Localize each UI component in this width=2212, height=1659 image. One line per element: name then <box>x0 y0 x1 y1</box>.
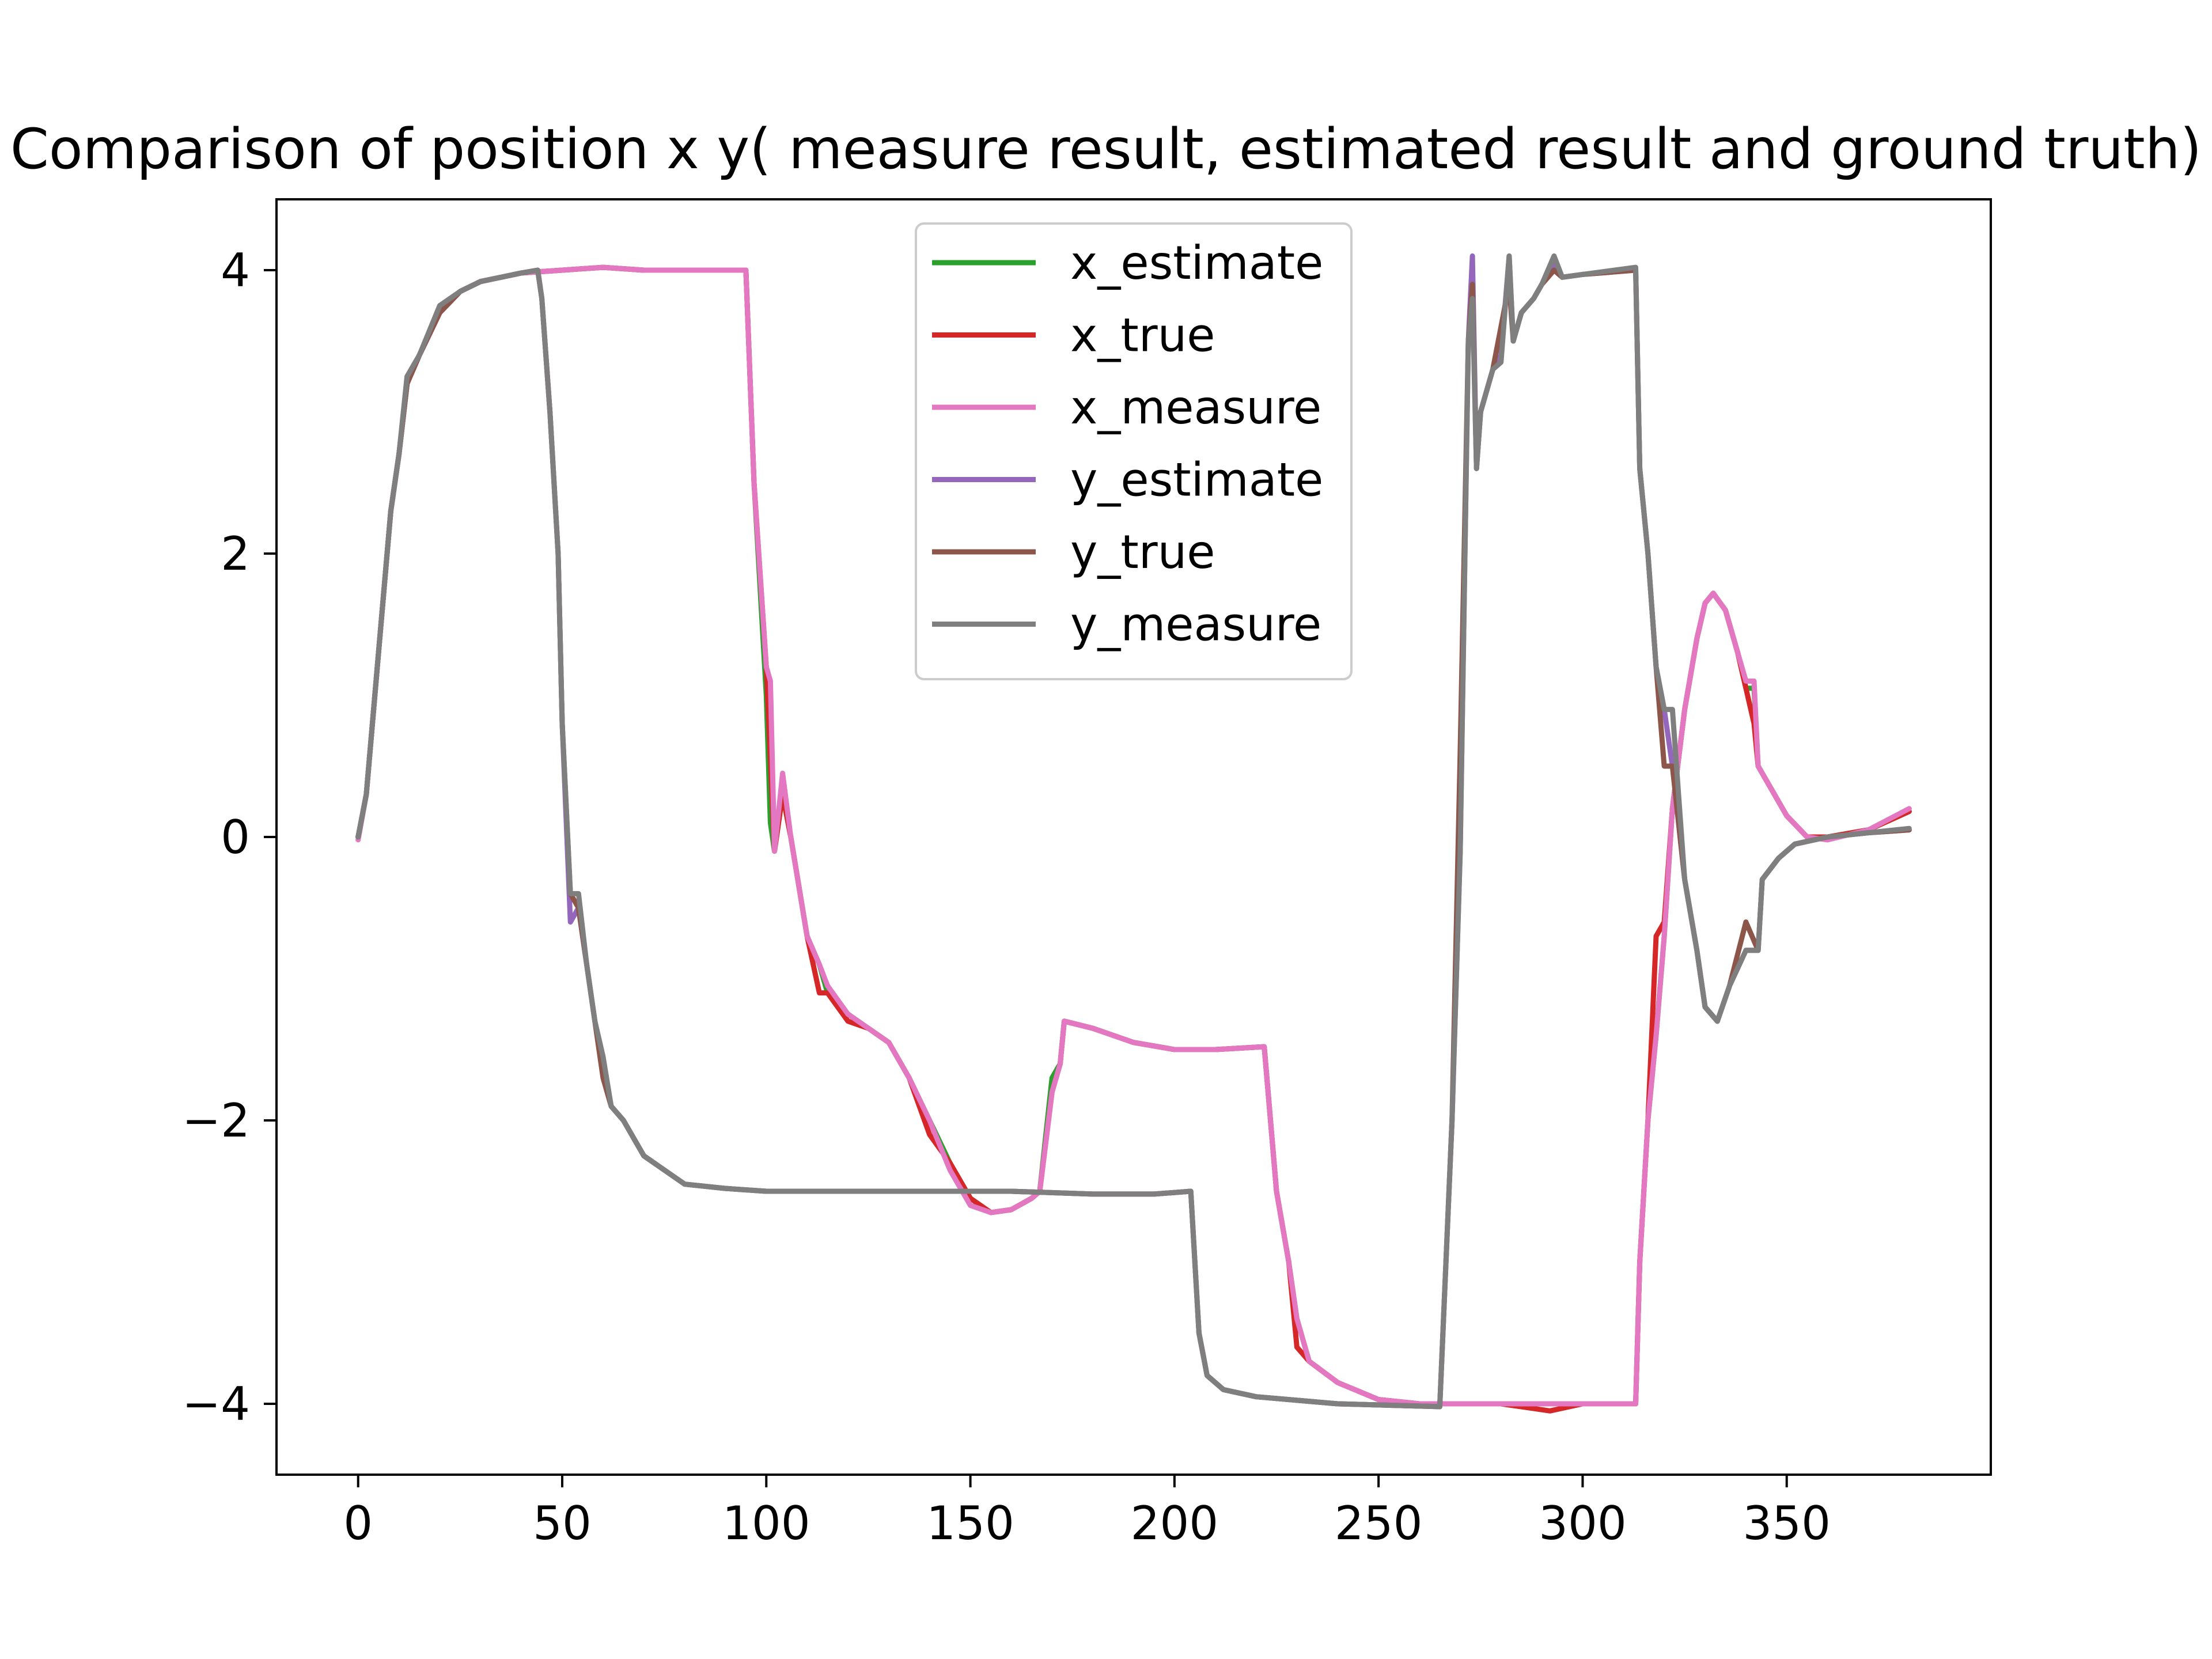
plot-area <box>275 198 1992 1476</box>
x-tick-label: 200 <box>1131 1497 1219 1550</box>
x-tick-label: 0 <box>343 1497 373 1550</box>
legend-label-y-measure: y_measure <box>1070 598 1321 652</box>
legend-label-y-true: y_true <box>1070 525 1215 579</box>
legend-label-x-true: x_true <box>1070 309 1215 362</box>
x-tick-label: 250 <box>1335 1497 1423 1550</box>
series-line-x-measure <box>355 264 1912 1407</box>
y-tick-label: −4 <box>182 1377 250 1431</box>
series-line-y-measure <box>355 253 1912 1410</box>
x-tick-label: 350 <box>1743 1497 1831 1550</box>
y-tick-label: −2 <box>182 1094 250 1147</box>
series-group <box>355 253 1912 1414</box>
y-tick-label: 0 <box>221 810 250 864</box>
x-tick-label: 50 <box>533 1497 592 1550</box>
x-tick-label: 300 <box>1539 1497 1627 1550</box>
legend-label-y-estimate: y_estimate <box>1070 453 1323 507</box>
chart-title: Comparison of position x y( measure resu… <box>10 117 2202 181</box>
legend-label-x-measure: x_measure <box>1070 381 1321 434</box>
legend: x_estimate x_true x_measure y_estimate y_tru… <box>915 222 1353 680</box>
y-tick-label: 4 <box>221 244 250 297</box>
x-tick-label: 150 <box>926 1497 1014 1550</box>
x-tick-label: 100 <box>722 1497 810 1550</box>
legend-label-x-estimate: x_estimate <box>1070 236 1323 290</box>
x-axis: 0 50 100 150 200 250 300 350 <box>343 1475 1831 1550</box>
y-axis: −4 −2 0 2 4 <box>182 244 276 1431</box>
y-tick-label: 2 <box>221 527 250 581</box>
